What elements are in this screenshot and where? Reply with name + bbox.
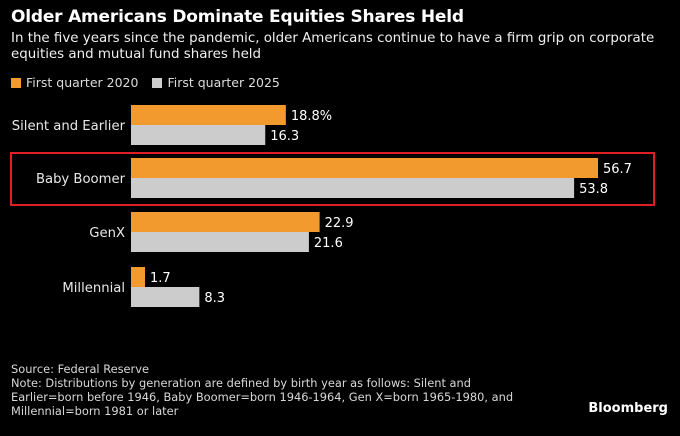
legend-label-2020: First quarter 2020	[26, 75, 139, 90]
category-label-genx: GenX	[89, 226, 125, 241]
chart-title: Older Americans Dominate Equities Shares…	[11, 7, 464, 27]
legend-swatch-2025	[152, 78, 163, 88]
category-label-silent-and-earlier: Silent and Earlier	[12, 119, 126, 134]
bar-silent-and-earlier-2025	[131, 125, 266, 145]
data-label-millennial-2025: 8.3	[204, 291, 225, 306]
bar-millennial-2025	[131, 287, 200, 307]
data-label-genx-2020: 22.9	[325, 216, 354, 231]
data-label-baby-boomer-2020: 56.7	[603, 162, 632, 177]
data-label-genx-2025: 21.6	[314, 236, 343, 251]
data-label-silent-and-earlier-2025: 16.3	[270, 129, 299, 144]
bloomberg-logo: Bloomberg	[588, 401, 668, 416]
data-label-millennial-2020: 1.7	[150, 271, 171, 286]
data-label-baby-boomer-2025: 53.8	[579, 182, 608, 197]
category-label-millennial: Millennial	[62, 281, 125, 296]
chart-footer: Source: Federal Reserve Note: Distributi…	[11, 362, 541, 418]
bar-genx-2020	[131, 212, 320, 232]
category-label-baby-boomer: Baby Boomer	[36, 172, 126, 187]
bar-baby-boomer-2025	[131, 178, 575, 198]
legend-item-2020: First quarter 2020	[11, 75, 138, 90]
legend-item-2025: First quarter 2025	[152, 75, 280, 90]
data-label-silent-and-earlier-2020: 18.8%	[291, 109, 332, 124]
legend-swatch-2020	[11, 78, 21, 88]
bar-millennial-2020	[131, 267, 146, 287]
legend: First quarter 2020 First quarter 2025	[11, 75, 290, 90]
highlight-box-baby-boomer	[10, 152, 655, 206]
chart-subtitle: In the five years since the pandemic, ol…	[11, 31, 655, 62]
bar-baby-boomer-2020	[131, 158, 598, 178]
legend-label-2025: First quarter 2025	[167, 75, 280, 90]
bar-genx-2025	[131, 232, 309, 252]
bar-silent-and-earlier-2020	[131, 105, 286, 125]
source-text: Source: Federal Reserve	[11, 362, 149, 376]
note-text: Note: Distributions by generation are de…	[11, 376, 514, 418]
